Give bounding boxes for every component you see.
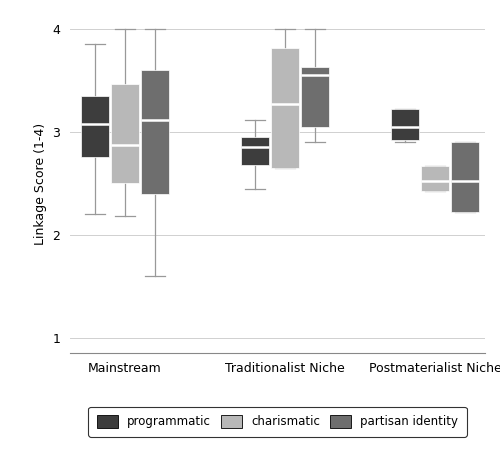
Bar xyxy=(421,166,449,191)
Y-axis label: Linkage Score (1-4): Linkage Score (1-4) xyxy=(34,122,47,245)
Legend: programmatic, charismatic, partisan identity: programmatic, charismatic, partisan iden… xyxy=(88,407,466,437)
Bar xyxy=(271,48,299,168)
Bar xyxy=(391,109,419,140)
Bar xyxy=(81,96,109,157)
Bar xyxy=(141,70,169,194)
Bar xyxy=(301,67,329,127)
Bar xyxy=(111,84,139,183)
Bar xyxy=(241,137,269,165)
Bar xyxy=(451,142,479,212)
